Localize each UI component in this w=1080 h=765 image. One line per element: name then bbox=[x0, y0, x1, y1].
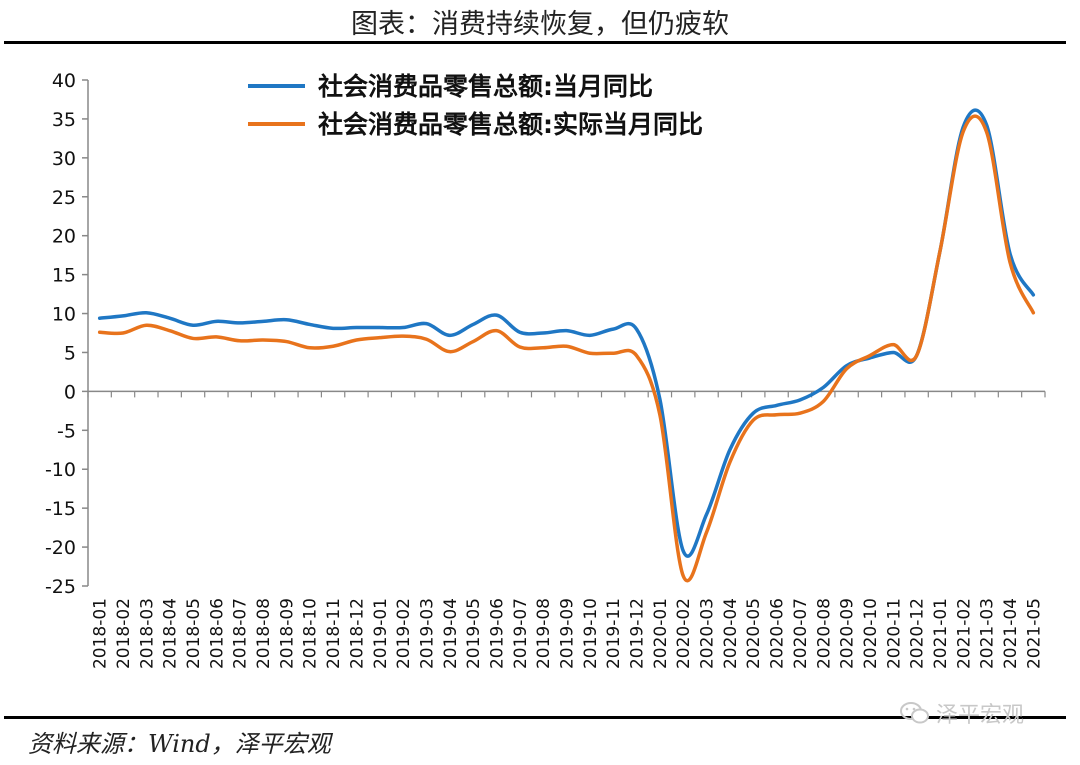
x-tick-label: 2018-09 bbox=[277, 598, 297, 669]
x-tick-label: 2019-12 bbox=[628, 598, 648, 669]
x-tick-label: 2018-10 bbox=[301, 598, 321, 669]
x-tick-label: 2018-01 bbox=[91, 598, 111, 669]
y-tick-label: -25 bbox=[45, 576, 76, 598]
y-tick-label: 15 bbox=[52, 265, 76, 287]
x-tick-label: 2018-06 bbox=[207, 598, 227, 669]
y-tick-label: 20 bbox=[52, 226, 76, 248]
x-tick-label: 2019-01 bbox=[371, 598, 391, 669]
x-tick-label: 2018-07 bbox=[231, 598, 251, 669]
x-tick-label: 2020-04 bbox=[721, 598, 741, 669]
top-rule bbox=[4, 41, 1066, 44]
x-tick-label: 2021-02 bbox=[954, 598, 974, 669]
x-tick-label: 2020-03 bbox=[698, 598, 718, 669]
x-tick-label: 2020-01 bbox=[651, 598, 671, 669]
x-tick-label: 2020-07 bbox=[791, 598, 811, 669]
chart-title: 图表：消费持续恢复，但仍疲软 bbox=[351, 9, 729, 40]
x-tick-label: 2018-11 bbox=[324, 598, 344, 669]
legend-label-2: 社会消费品零售总额:实际当月同比 bbox=[318, 110, 703, 139]
legend-label-1: 社会消费品零售总额:当月同比 bbox=[318, 72, 653, 101]
x-tick-label: 2018-04 bbox=[161, 598, 181, 669]
wechat-icon bbox=[900, 702, 929, 724]
y-tick-label: 0 bbox=[64, 381, 76, 403]
x-tick-label: 2018-08 bbox=[254, 598, 274, 669]
x-tick-label: 2018-03 bbox=[137, 598, 157, 669]
y-tick-label: 35 bbox=[52, 109, 76, 131]
y-tick-label: 10 bbox=[52, 304, 76, 326]
y-tick-label: -20 bbox=[45, 537, 76, 559]
x-tick-label: 2020-09 bbox=[838, 598, 858, 669]
x-tick-label: 2020-02 bbox=[674, 598, 694, 669]
y-tick-label: 30 bbox=[52, 148, 76, 170]
watermark-text: 泽平宏观 bbox=[936, 703, 1025, 728]
x-tick-label: 2019-05 bbox=[464, 598, 484, 669]
series-line-2 bbox=[97, 114, 1036, 583]
x-tick-label: 2019-02 bbox=[394, 598, 414, 669]
x-tick-label: 2019-06 bbox=[487, 598, 507, 669]
watermark: 泽平宏观 bbox=[900, 697, 1024, 729]
x-tick-label: 2019-07 bbox=[511, 598, 531, 669]
y-tick-label: -15 bbox=[45, 498, 76, 520]
series-line-1 bbox=[97, 108, 1036, 558]
x-tick-label: 2021-05 bbox=[1024, 598, 1044, 669]
x-tick-label: 2018-05 bbox=[184, 598, 204, 669]
x-tick-label: 2020-12 bbox=[908, 598, 928, 669]
x-tick-label: 2020-06 bbox=[768, 598, 788, 669]
x-tick-label: 2019-03 bbox=[417, 598, 437, 669]
y-tick-label: 25 bbox=[52, 187, 76, 209]
x-tick-label: 2020-05 bbox=[744, 598, 764, 669]
x-tick-label: 2021-01 bbox=[931, 598, 951, 669]
x-tick-label: 2020-11 bbox=[884, 598, 904, 669]
x-tick-label: 2019-09 bbox=[558, 598, 578, 669]
x-tick-label: 2021-04 bbox=[1001, 598, 1021, 669]
y-tick-label: 40 bbox=[52, 70, 76, 92]
x-tick-label: 2019-11 bbox=[604, 598, 624, 669]
x-tick-label: 2021-03 bbox=[978, 598, 998, 669]
bottom-rule bbox=[4, 716, 1066, 719]
x-tick-label: 2019-04 bbox=[441, 598, 461, 669]
y-tick-label: -5 bbox=[57, 420, 76, 442]
x-tick-label: 2019-08 bbox=[534, 598, 554, 669]
x-tick-label: 2018-12 bbox=[347, 598, 367, 669]
y-tick-label: -10 bbox=[45, 459, 76, 481]
x-tick-label: 2018-02 bbox=[114, 598, 134, 669]
source-note: 资料来源：Wind，泽平宏观 bbox=[28, 730, 331, 758]
x-tick-label: 2019-10 bbox=[581, 598, 601, 669]
x-tick-label: 2020-08 bbox=[814, 598, 834, 669]
x-tick-label: 2020-10 bbox=[861, 598, 881, 669]
y-tick-label: 5 bbox=[64, 342, 76, 364]
